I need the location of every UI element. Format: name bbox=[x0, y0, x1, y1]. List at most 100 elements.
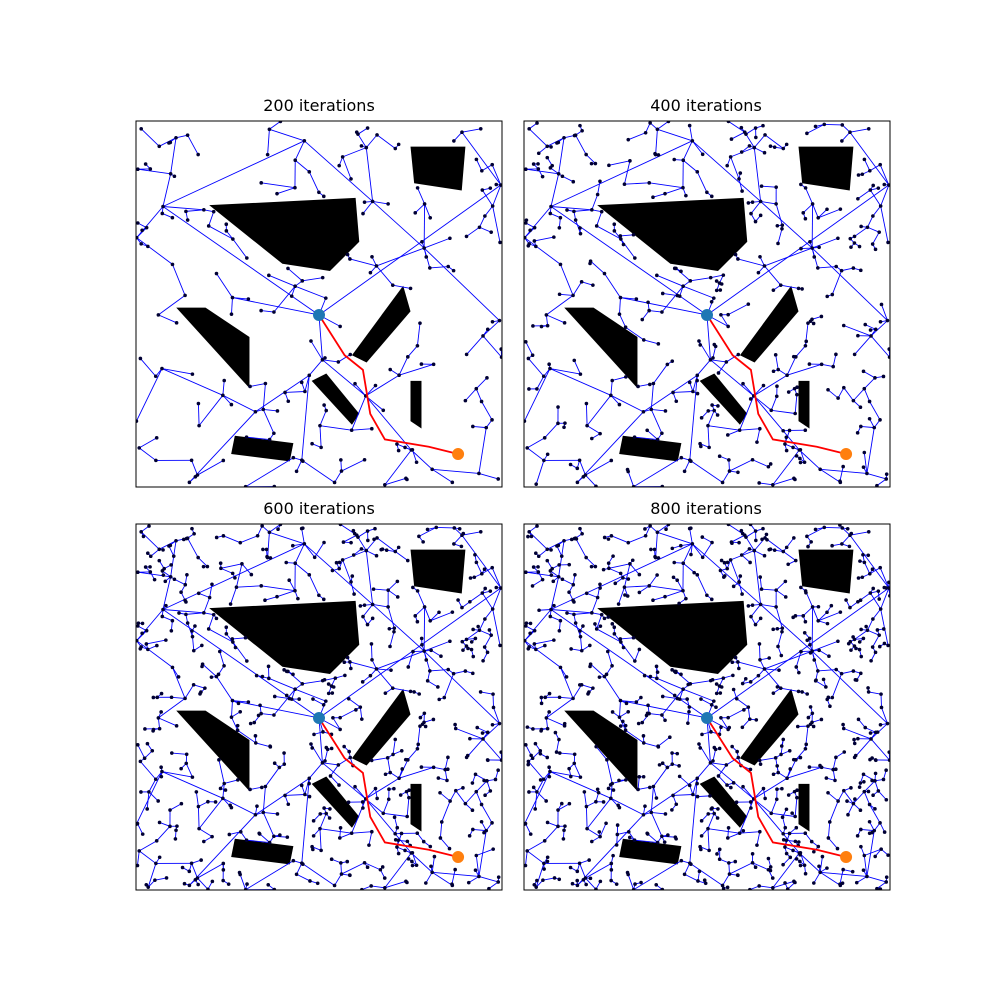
tree-node bbox=[636, 787, 640, 792]
tree-node bbox=[303, 389, 307, 394]
tree-node bbox=[571, 293, 575, 298]
tree-node bbox=[476, 624, 480, 629]
tree-edge bbox=[475, 562, 483, 574]
tree-node bbox=[370, 616, 375, 621]
panel-4: 800 iterations bbox=[523, 499, 891, 891]
tree-node bbox=[496, 477, 501, 481]
tree-node bbox=[598, 431, 602, 436]
tree-edge bbox=[572, 281, 583, 296]
tree-node bbox=[803, 619, 808, 624]
tree-node bbox=[420, 642, 424, 647]
tree-edge bbox=[376, 668, 394, 689]
tree-edge bbox=[536, 791, 547, 802]
tree-node bbox=[568, 462, 573, 467]
solution-path bbox=[318, 717, 459, 858]
tree-node bbox=[294, 872, 299, 877]
tree-node bbox=[337, 566, 341, 571]
tree-edge bbox=[841, 131, 851, 142]
tree-node bbox=[562, 425, 566, 430]
tree-edge bbox=[236, 585, 262, 588]
tree-node bbox=[301, 526, 305, 530]
tree-edge bbox=[544, 423, 559, 439]
tree-edge bbox=[310, 340, 323, 361]
tree-node bbox=[618, 234, 623, 238]
tree-node bbox=[475, 725, 480, 730]
tree-edge bbox=[628, 535, 646, 544]
tree-node bbox=[276, 527, 280, 532]
tree-node bbox=[878, 319, 883, 324]
tree-node bbox=[185, 621, 190, 625]
tree-node bbox=[549, 204, 553, 209]
tree-edge bbox=[384, 880, 407, 889]
tree-node bbox=[856, 576, 861, 580]
tree-edge bbox=[330, 775, 340, 786]
tree-node bbox=[552, 603, 556, 608]
tree-node bbox=[364, 145, 369, 150]
tree-node bbox=[485, 327, 490, 332]
tree-node bbox=[477, 471, 481, 476]
tree-node bbox=[601, 800, 606, 804]
tree-node bbox=[714, 279, 719, 283]
tree-edge bbox=[546, 698, 574, 719]
tree-edge bbox=[682, 688, 714, 702]
tree-node bbox=[453, 722, 457, 727]
tree-node bbox=[653, 151, 657, 156]
tree-node bbox=[524, 221, 528, 225]
tree-edge bbox=[430, 611, 453, 622]
tree-node bbox=[660, 694, 665, 699]
tree-node bbox=[542, 458, 546, 463]
tree-edge bbox=[372, 604, 389, 608]
tree-node bbox=[406, 355, 410, 359]
tree-node bbox=[526, 762, 531, 767]
tree-edge bbox=[706, 587, 890, 719]
tree-node bbox=[675, 578, 680, 583]
tree-node bbox=[362, 603, 367, 607]
tree-node bbox=[775, 685, 780, 689]
tree-node bbox=[816, 266, 820, 270]
tree-node bbox=[675, 751, 680, 756]
tree-node bbox=[144, 225, 149, 230]
tree-node bbox=[337, 783, 341, 787]
tree-edge bbox=[294, 140, 305, 161]
tree-node bbox=[437, 697, 442, 702]
tree-edge bbox=[137, 571, 171, 578]
tree-edge bbox=[538, 548, 548, 557]
tree-node bbox=[545, 155, 550, 160]
tree-edge bbox=[865, 727, 876, 733]
tree-node bbox=[633, 882, 637, 886]
tree-node bbox=[214, 616, 219, 621]
tree-edge bbox=[738, 178, 743, 192]
tree-edge bbox=[775, 581, 786, 591]
tree-node bbox=[588, 261, 592, 266]
tree-node bbox=[757, 481, 761, 485]
goal-marker bbox=[452, 448, 465, 461]
tree-node bbox=[558, 751, 562, 755]
tree-edge bbox=[416, 323, 421, 346]
tree-node bbox=[841, 323, 846, 328]
tree-node bbox=[882, 182, 887, 187]
tree-node bbox=[140, 621, 145, 626]
tree-edge bbox=[267, 129, 270, 155]
tree-node bbox=[625, 594, 630, 598]
tree-node bbox=[602, 271, 607, 276]
tree-edge bbox=[407, 651, 414, 668]
tree-node bbox=[490, 418, 494, 422]
tree-node bbox=[203, 686, 207, 690]
tree-node bbox=[136, 235, 139, 240]
tree-edge bbox=[296, 459, 303, 472]
tree-node bbox=[213, 800, 218, 804]
tree-edge bbox=[273, 285, 296, 313]
tree-node bbox=[174, 538, 178, 543]
tree-edge bbox=[831, 673, 843, 698]
tree-node bbox=[286, 399, 291, 404]
tree-node bbox=[499, 758, 502, 762]
tree-node bbox=[326, 682, 331, 686]
tree-edge bbox=[294, 562, 310, 576]
tree-edge bbox=[795, 345, 806, 358]
tree-edge bbox=[288, 580, 296, 591]
tree-node bbox=[595, 787, 600, 792]
tree-node bbox=[567, 562, 572, 567]
tree-node bbox=[714, 288, 719, 293]
tree-node bbox=[795, 724, 800, 729]
